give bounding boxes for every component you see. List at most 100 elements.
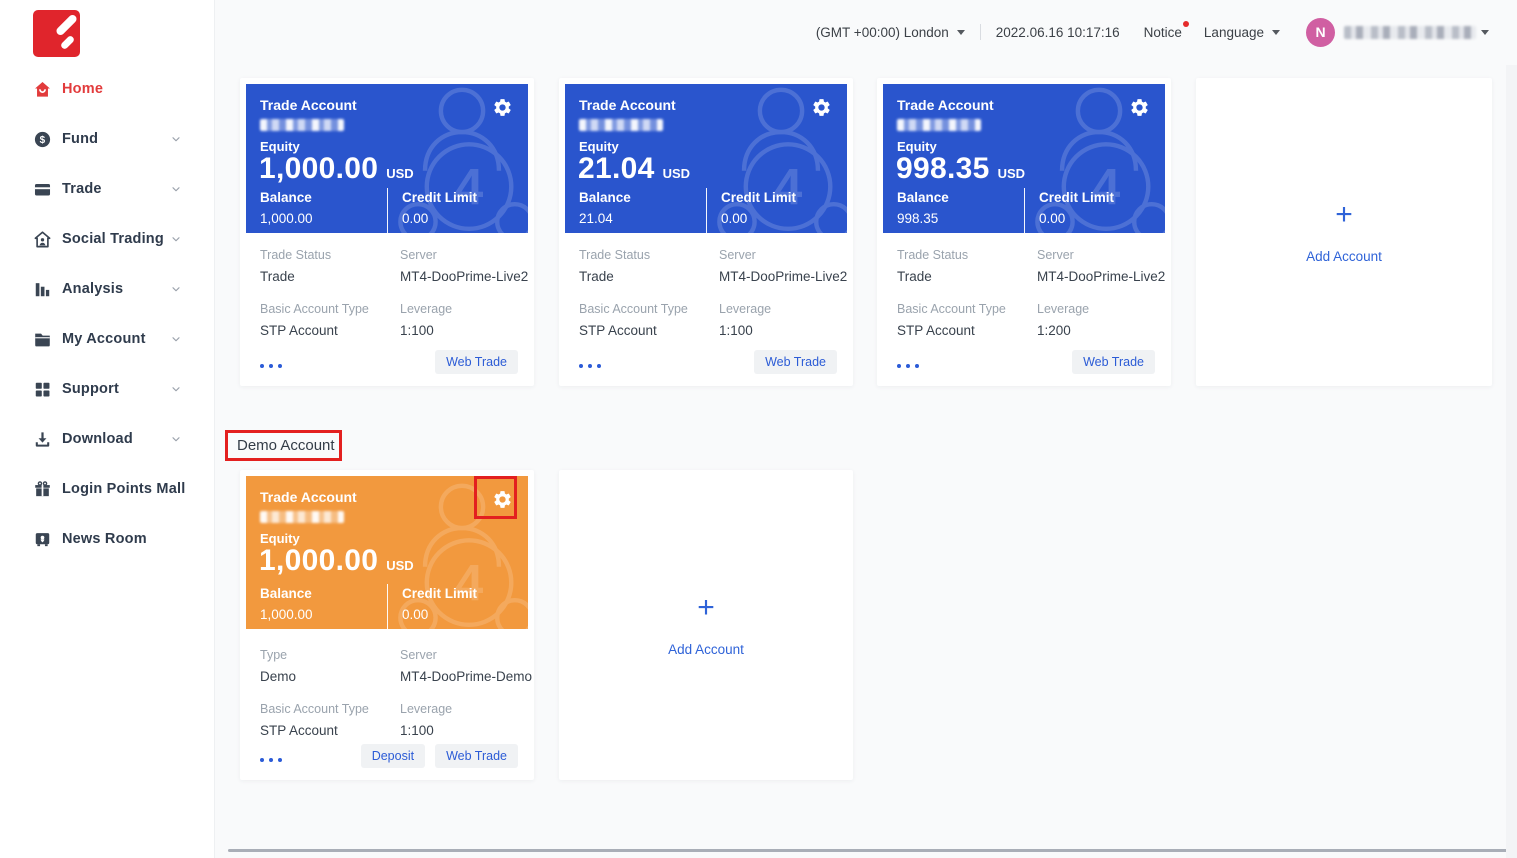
header-divider	[387, 188, 388, 233]
balance-label: Balance	[260, 190, 312, 205]
vertical-scrollbar[interactable]	[1506, 65, 1517, 858]
credit-limit-value: 0.00	[721, 211, 748, 226]
balance-label: Balance	[260, 586, 312, 601]
header-divider	[387, 584, 388, 629]
info-label: Server	[400, 248, 437, 262]
sidebar-item-login-points-mall[interactable]: Login Points Mall	[0, 464, 214, 514]
more-actions-button[interactable]	[260, 758, 282, 762]
more-actions-button[interactable]	[260, 364, 282, 368]
web-trade-button[interactable]: Web Trade	[435, 744, 518, 768]
account-card-header: Trade Account Equity 1,000.00 USD Balanc…	[246, 476, 528, 629]
caret-down-icon	[1272, 29, 1280, 35]
equity-value: 1,000.00	[259, 544, 379, 577]
web-trade-button[interactable]: Web Trade	[435, 350, 518, 374]
sidebar: Home Fund Trade Social Trading Analysis	[0, 0, 215, 858]
sidebar-item-my-account[interactable]: My Account	[0, 314, 214, 364]
sidebar-item-analysis[interactable]: Analysis	[0, 264, 214, 314]
folder-icon	[33, 330, 52, 349]
user-avatar[interactable]: N	[1306, 17, 1335, 47]
balance-value: 1,000.00	[260, 607, 313, 622]
caret-down-icon	[956, 29, 965, 35]
credit-limit-label: Credit Limit	[402, 586, 478, 601]
deposit-button[interactable]: Deposit	[360, 744, 426, 768]
info-value: 1:100	[400, 323, 434, 338]
sidebar-item-download[interactable]: Download	[0, 414, 214, 464]
balance-label: Balance	[897, 190, 949, 205]
bar-chart-icon	[33, 280, 52, 299]
web-trade-button[interactable]: Web Trade	[1072, 350, 1155, 374]
sidebar-item-label: Download	[62, 431, 133, 447]
card-title: Trade Account	[897, 97, 994, 113]
sidebar-item-label: News Room	[62, 531, 147, 547]
sidebar-item-news-room[interactable]: News Room	[0, 514, 214, 564]
info-value: STP Account	[579, 323, 657, 338]
user-menu[interactable]	[1344, 25, 1489, 39]
notice-link[interactable]: Notice	[1143, 20, 1189, 40]
add-account-label: Add Account	[668, 642, 744, 657]
equity-label: Equity	[897, 139, 937, 154]
sidebar-item-social-trading[interactable]: Social Trading	[0, 214, 214, 264]
info-label: Basic Account Type	[260, 702, 369, 716]
plus-icon: +	[697, 591, 715, 624]
account-card-header: Trade Account Equity 998.35 USD Balance …	[883, 84, 1165, 233]
logo-stroke	[54, 13, 79, 37]
info-value: STP Account	[897, 323, 975, 338]
sidebar-item-home[interactable]: Home	[0, 64, 214, 114]
gear-icon[interactable]	[492, 97, 513, 118]
add-account-card[interactable]: + Add Account	[1196, 78, 1492, 386]
info-label: Basic Account Type	[579, 302, 688, 316]
server-datetime: 2022.06.16 10:17:16	[995, 24, 1120, 40]
home-icon	[33, 80, 52, 99]
notice-label: Notice	[1143, 24, 1182, 40]
notification-dot	[1182, 20, 1189, 27]
credit-limit-label: Credit Limit	[402, 190, 478, 205]
sidebar-item-trade[interactable]: Trade	[0, 164, 214, 214]
language-selector[interactable]: Language	[1204, 25, 1280, 40]
info-label: Trade Status	[897, 248, 969, 262]
more-actions-button[interactable]	[897, 364, 919, 368]
account-number-redacted	[260, 511, 344, 523]
more-actions-button[interactable]	[579, 364, 601, 368]
sidebar-nav: Home Fund Trade Social Trading Analysis	[0, 64, 214, 564]
currency-label: USD	[662, 166, 691, 181]
info-value: MT4-DooPrime-Live2	[1037, 269, 1166, 284]
equity-value: 1,000.00	[259, 152, 379, 185]
info-value: 1:100	[400, 723, 434, 738]
gear-icon[interactable]	[492, 489, 513, 510]
gear-icon[interactable]	[811, 97, 832, 118]
info-label: Server	[1037, 248, 1074, 262]
add-account-card[interactable]: + Add Account	[559, 470, 853, 780]
card-title: Trade Account	[579, 97, 676, 113]
timezone-selector[interactable]: (GMT +00:00) London	[816, 25, 965, 40]
sidebar-item-label: Support	[62, 381, 119, 397]
sidebar-item-label: Analysis	[62, 281, 124, 297]
chevron-down-icon	[170, 333, 182, 345]
credit-limit-label: Credit Limit	[721, 190, 797, 205]
credit-limit-value: 0.00	[1039, 211, 1066, 226]
currency-label: USD	[386, 166, 414, 181]
horizontal-scrollbar[interactable]	[228, 849, 1510, 852]
doo-prime-logo[interactable]	[33, 10, 80, 57]
download-icon	[33, 430, 52, 449]
info-value: Trade	[260, 269, 295, 284]
credit-limit-value: 0.00	[402, 211, 429, 226]
info-value: STP Account	[260, 323, 338, 338]
trade-account-card: Trade Account Equity 998.35 USD Balance …	[877, 78, 1171, 386]
info-label: Trade Status	[260, 248, 332, 262]
trade-account-card: Trade Account Equity 1,000.00 USD Balanc…	[240, 78, 534, 386]
currency-label: USD	[386, 558, 414, 573]
fund-dollar-icon	[33, 130, 52, 149]
account-card-header: Trade Account Equity 1,000.00 USD Balanc…	[246, 84, 528, 233]
username-redacted	[1344, 25, 1476, 39]
sidebar-item-support[interactable]: Support	[0, 364, 214, 414]
sidebar-item-fund[interactable]: Fund	[0, 114, 214, 164]
web-trade-button[interactable]: Web Trade	[754, 350, 837, 374]
info-value: Demo	[260, 669, 297, 684]
account-number-redacted	[579, 119, 663, 131]
demo-account-heading: Demo Account	[237, 437, 335, 454]
gear-icon[interactable]	[1129, 97, 1150, 118]
logo-stroke	[59, 34, 76, 51]
chevron-down-icon	[170, 133, 182, 145]
balance-value: 21.04	[579, 211, 613, 226]
